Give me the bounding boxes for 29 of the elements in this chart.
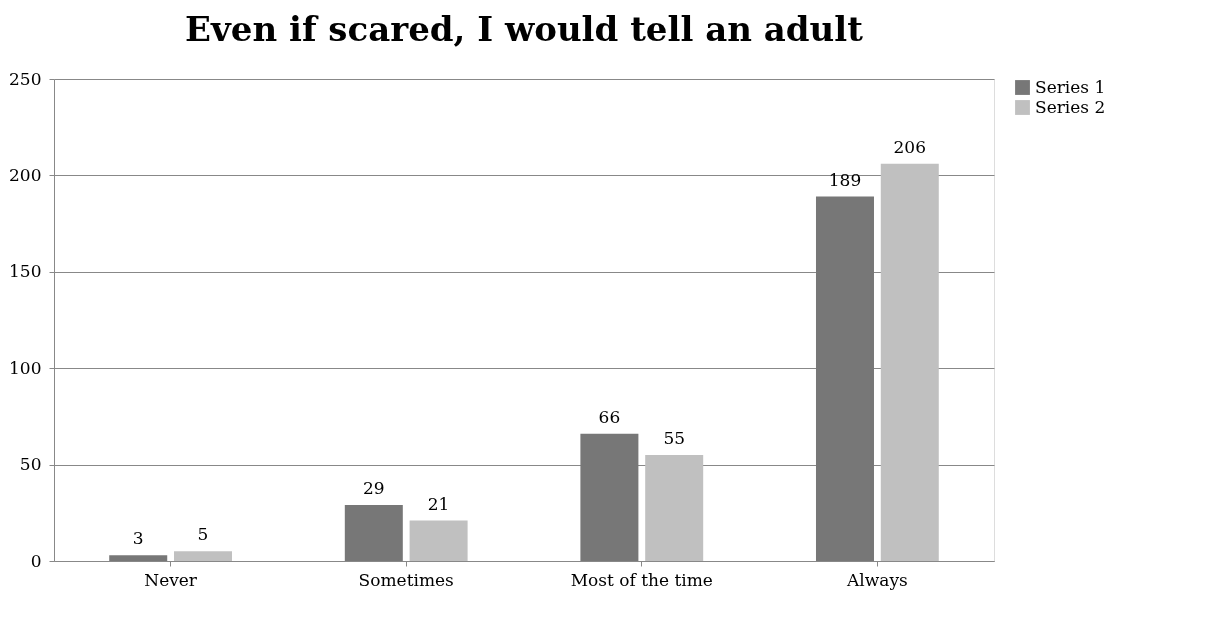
chart-title: Even if scared, I would tell an adult: [185, 9, 864, 49]
data-label: 206: [893, 136, 926, 157]
data-label: 3: [132, 528, 144, 549]
data-label: 189: [828, 169, 862, 190]
x-tick-label: Most of the time: [570, 569, 713, 590]
data-label: 5: [197, 524, 209, 545]
bar: [580, 433, 639, 561]
bar: [344, 505, 403, 561]
x-tick-label: Sometimes: [358, 569, 454, 590]
data-label: 29: [362, 478, 385, 499]
y-tick-label: 50: [19, 454, 42, 475]
y-tick-label: 150: [9, 261, 42, 282]
bar: [645, 454, 704, 561]
bar: [174, 551, 233, 561]
y-tick-label: 100: [9, 357, 42, 378]
bar: [409, 520, 468, 561]
data-label: 21: [427, 493, 450, 514]
bar: [109, 555, 168, 561]
x-tick-label: Always: [846, 569, 908, 590]
x-tick-label: Never: [144, 569, 198, 590]
y-tick-label: 250: [9, 68, 42, 89]
bar: [880, 163, 939, 561]
data-label: 55: [663, 427, 686, 448]
y-tick-label: 0: [30, 550, 42, 571]
y-tick-label: 200: [9, 164, 42, 185]
legend-label: Series 2: [1035, 96, 1106, 117]
bar: [815, 196, 874, 561]
data-label: 66: [598, 406, 621, 427]
legend-label: Series 1: [1035, 76, 1106, 97]
